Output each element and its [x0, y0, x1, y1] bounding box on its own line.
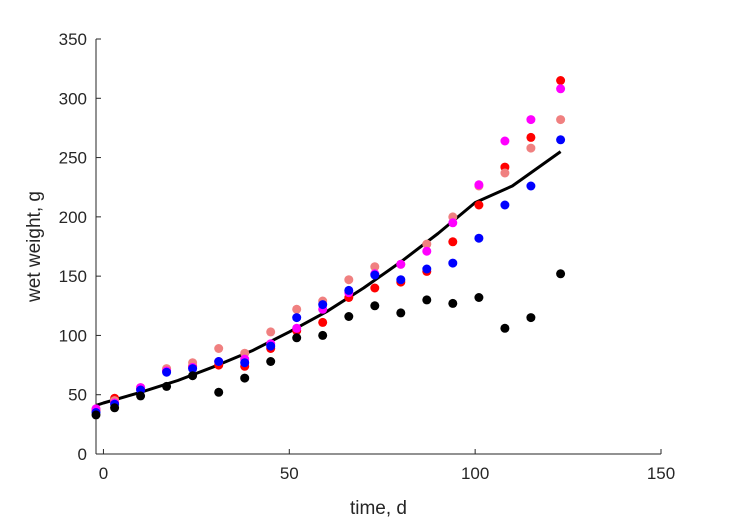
data-point: [556, 115, 566, 125]
data-point: [500, 136, 510, 146]
data-point: [500, 200, 510, 210]
data-point: [500, 168, 510, 178]
data-point: [526, 143, 536, 153]
data-point: [110, 403, 120, 413]
series-3: [91, 84, 566, 414]
series-2: [91, 115, 566, 414]
data-point: [556, 76, 566, 85]
x-tick-label: 100: [461, 464, 489, 483]
data-point: [266, 327, 276, 337]
y-ticks: 0 50 100 150 200 250 300 350: [59, 30, 101, 464]
x-tick-label: 150: [647, 464, 675, 483]
x-tick-label: 50: [280, 464, 299, 483]
data-point: [422, 246, 432, 256]
series-4: [91, 135, 566, 417]
data-point: [448, 218, 458, 228]
data-point: [448, 237, 458, 247]
data-point: [292, 333, 302, 343]
data-point: [240, 373, 250, 383]
data-point: [162, 381, 172, 391]
data-point: [448, 258, 458, 268]
data-point: [188, 364, 198, 374]
data-point: [370, 262, 380, 272]
data-point: [422, 264, 432, 274]
x-tick-label: 0: [99, 464, 108, 483]
y-tick-label: 0: [78, 445, 87, 464]
data-point: [556, 269, 566, 279]
axes: [95, 39, 661, 455]
data-point: [474, 200, 484, 210]
data-points: [91, 76, 566, 420]
series-5: [91, 269, 566, 420]
data-point: [370, 270, 380, 280]
data-point: [422, 295, 432, 305]
data-point: [214, 387, 224, 397]
fit-line-group: [95, 150, 562, 407]
data-point: [292, 323, 302, 333]
y-tick-label: 200: [59, 208, 87, 227]
data-point: [240, 358, 250, 368]
data-point: [214, 344, 224, 353]
data-point: [292, 313, 302, 323]
data-point: [344, 285, 354, 295]
data-point: [556, 84, 566, 94]
data-point: [318, 300, 328, 310]
data-point: [526, 115, 536, 125]
y-tick-label: 100: [59, 326, 87, 345]
data-point: [556, 135, 566, 145]
data-point: [422, 239, 432, 249]
data-point: [162, 367, 172, 377]
data-point: [474, 180, 484, 190]
data-point: [344, 312, 354, 321]
y-tick-label: 50: [68, 386, 87, 405]
data-point: [526, 132, 536, 142]
data-point: [266, 341, 276, 351]
data-point: [318, 317, 328, 327]
data-point: [526, 181, 536, 191]
fit-curve: [95, 150, 562, 407]
series-1: [91, 76, 566, 415]
x-axis-title: time, d: [350, 498, 407, 519]
y-tick-label: 300: [59, 89, 87, 108]
data-point: [266, 357, 276, 366]
data-point: [526, 313, 536, 323]
data-point: [344, 275, 354, 285]
data-point: [396, 275, 406, 285]
data-point: [448, 298, 458, 308]
data-point: [370, 283, 380, 293]
data-point: [318, 330, 328, 340]
y-tick-label: 350: [59, 30, 87, 49]
data-point: [136, 391, 146, 401]
y-tick-label: 250: [59, 149, 87, 168]
data-point: [474, 293, 484, 302]
data-point: [474, 233, 484, 243]
data-point: [292, 304, 302, 314]
y-tick-label: 150: [59, 267, 87, 286]
y-axis-title: wet weight, g: [24, 191, 45, 303]
x-ticks: 0 50 100 150: [99, 449, 675, 483]
data-point: [188, 371, 198, 381]
data-point: [396, 308, 406, 318]
data-point: [500, 323, 510, 333]
data-point: [91, 410, 101, 420]
data-point: [370, 301, 380, 311]
data-point: [396, 259, 406, 269]
data-point: [214, 357, 224, 366]
